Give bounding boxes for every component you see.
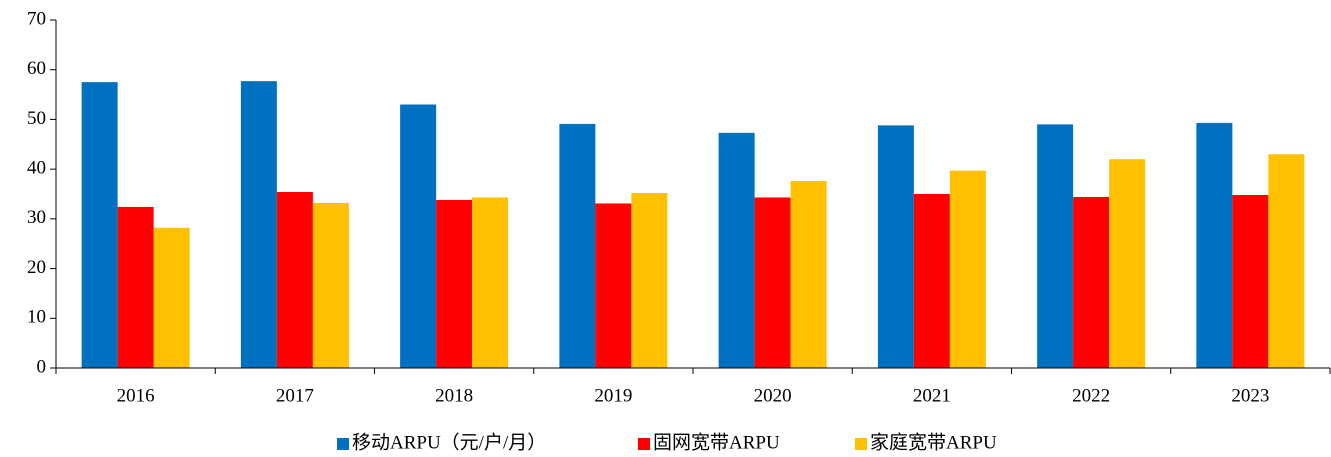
bar	[1037, 124, 1074, 369]
y-tick-label: 10	[27, 307, 46, 328]
bar	[913, 194, 950, 368]
bar	[1109, 159, 1146, 368]
y-tick-label: 50	[27, 108, 46, 129]
bar	[1232, 194, 1269, 368]
x-tick-label: 2017	[276, 385, 314, 406]
bar	[949, 170, 986, 368]
x-tick-label: 2021	[913, 385, 951, 406]
x-tick-label: 2018	[435, 385, 473, 406]
x-tick-label: 2022	[1072, 385, 1110, 406]
legend-swatch	[337, 438, 349, 450]
legend-label: 移动ARPU（元/户/月）	[352, 431, 546, 453]
y-tick-label: 0	[37, 356, 47, 377]
bar	[153, 227, 190, 368]
y-tick-label: 40	[27, 158, 46, 179]
bar	[631, 193, 668, 368]
legend-label: 家庭宽带ARPU	[870, 431, 997, 453]
bar	[276, 192, 313, 368]
bar	[400, 104, 437, 368]
bar	[312, 202, 349, 368]
bar	[1268, 154, 1305, 368]
x-tick-label: 2020	[754, 385, 792, 406]
bar	[595, 203, 632, 368]
legend-swatch	[638, 438, 650, 450]
bar	[877, 125, 914, 368]
bar	[240, 81, 277, 369]
x-tick-label: 2019	[594, 385, 632, 406]
bar	[436, 199, 473, 368]
bar	[754, 197, 791, 368]
bar	[1196, 122, 1233, 368]
bar	[1073, 196, 1110, 368]
y-tick-label: 20	[27, 257, 46, 278]
x-tick-label: 2016	[117, 385, 155, 406]
bar	[559, 123, 596, 368]
y-tick-label: 70	[27, 8, 46, 29]
legend-label: 固网宽带ARPU	[653, 431, 780, 453]
y-tick-label: 60	[27, 58, 46, 79]
y-tick-label: 30	[27, 207, 46, 228]
x-tick-label: 2023	[1231, 385, 1269, 406]
bar	[790, 181, 827, 368]
bar	[718, 132, 755, 368]
bar	[472, 197, 509, 368]
legend-swatch	[855, 438, 867, 450]
bar	[117, 206, 154, 368]
bar	[81, 82, 118, 369]
